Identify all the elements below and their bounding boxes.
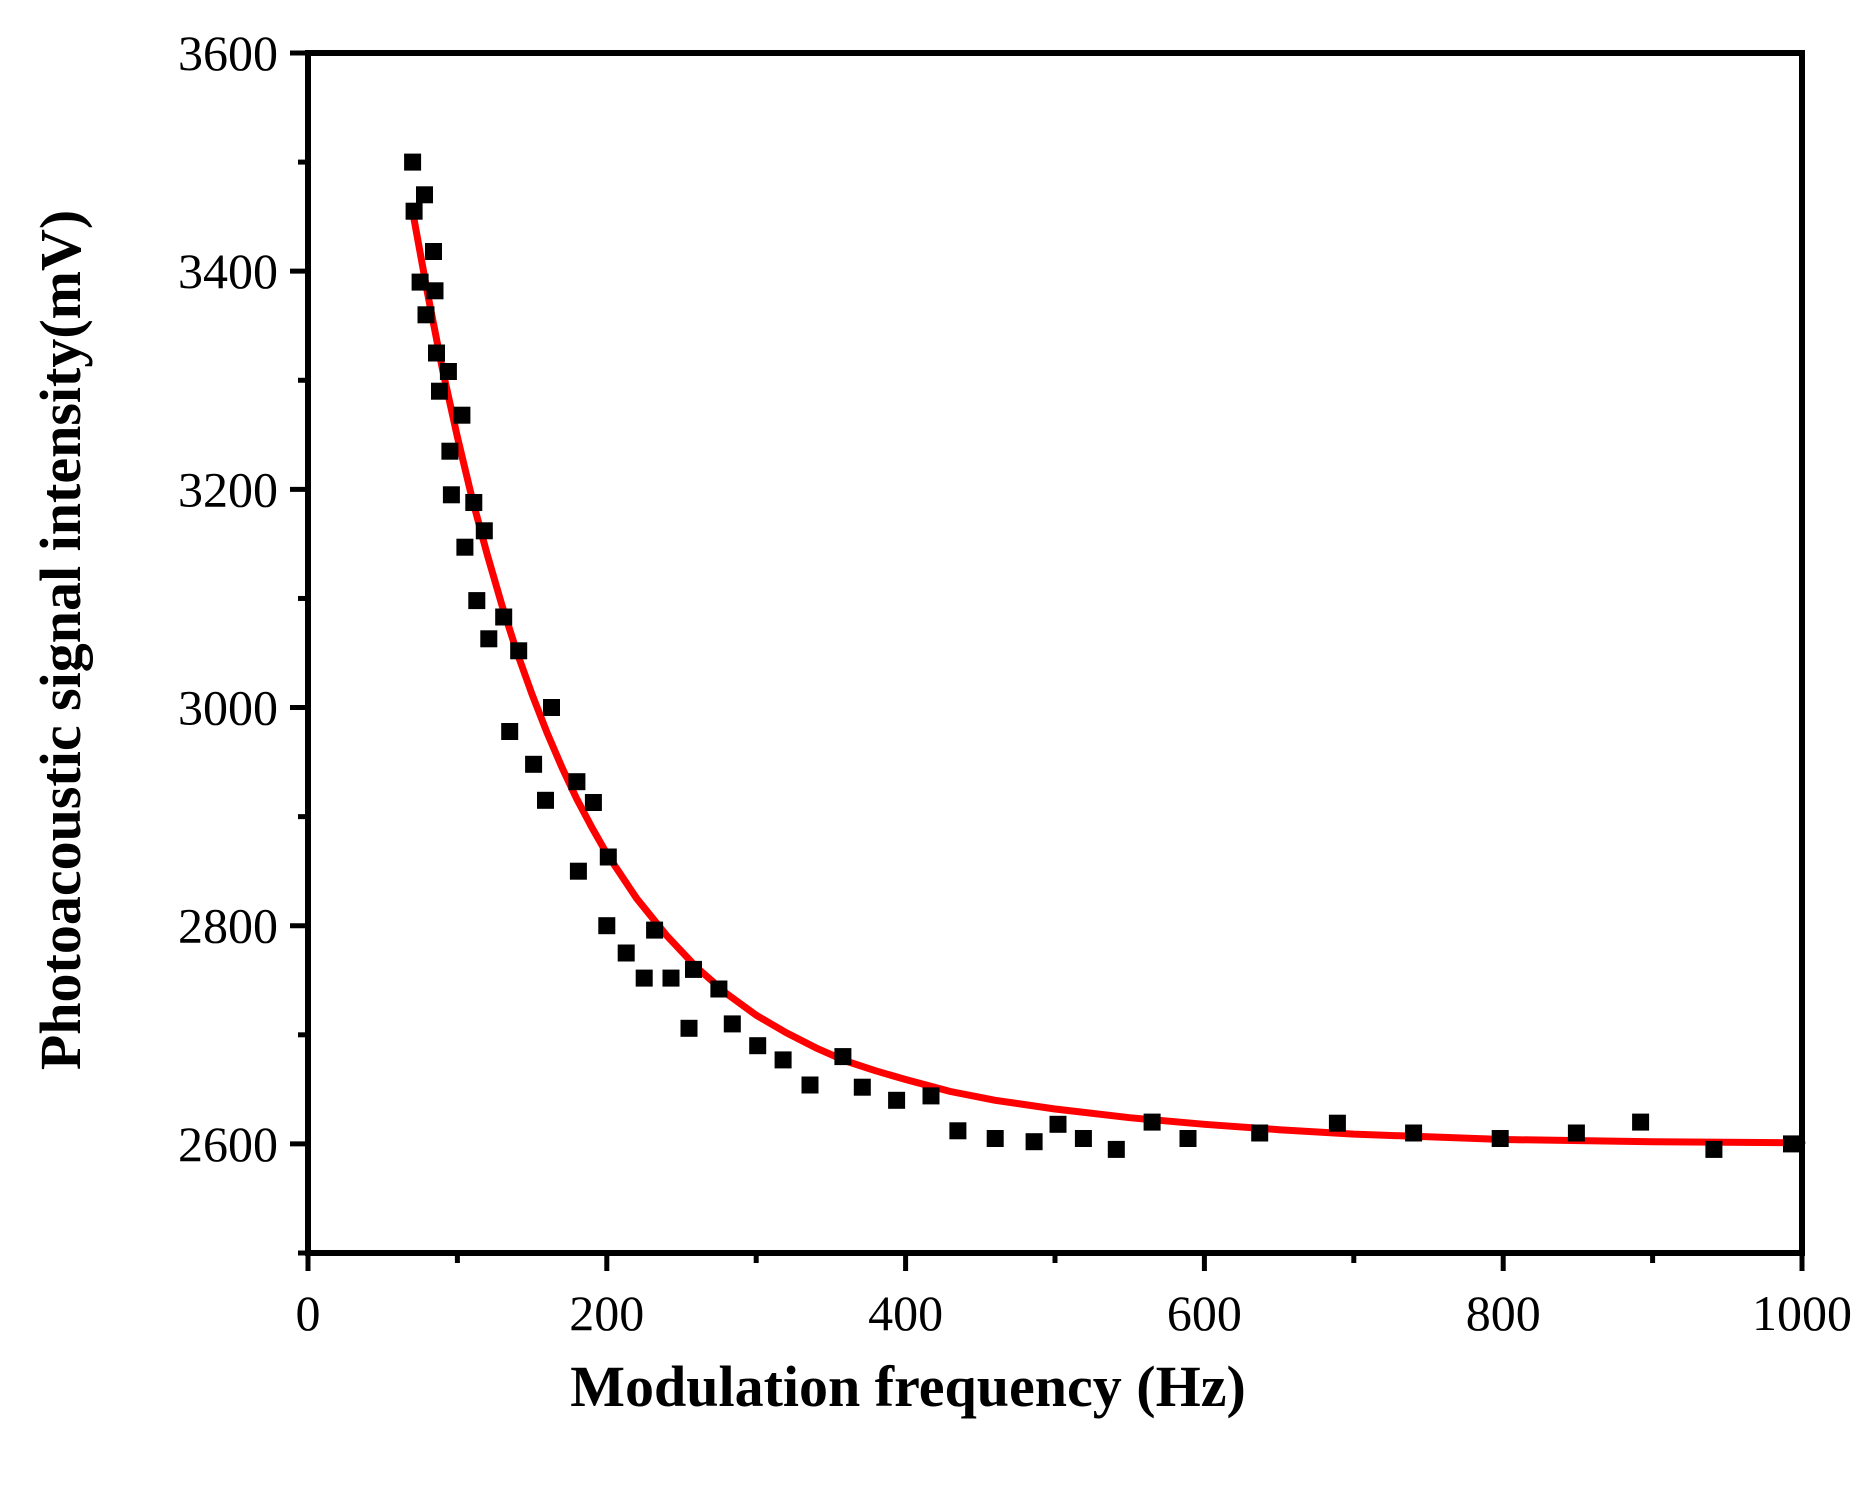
data-point: [888, 1091, 906, 1109]
data-point: [635, 969, 653, 987]
data-point: [525, 755, 543, 773]
data-point: [480, 630, 498, 648]
data-point: [922, 1087, 940, 1105]
data-point: [584, 794, 602, 811]
data-point: [598, 917, 616, 935]
data-point: [599, 848, 617, 866]
data-point: [685, 960, 702, 978]
tick-labels-layer: 0 200 400 600 800 1000 2600 2800 3000 3200 3400 360…: [178, 25, 1852, 1341]
data-point: [543, 699, 560, 716]
data-point: [1179, 1130, 1197, 1147]
fit-curve-layer: [409, 207, 1806, 1147]
data-point: [425, 243, 442, 260]
x-tick-label: 800: [1466, 1285, 1541, 1341]
data-points-layer: [404, 153, 1800, 1158]
data-point: [949, 1122, 967, 1140]
data-point: [801, 1076, 819, 1094]
y-tick-label: 2800: [178, 898, 278, 954]
data-point: [1107, 1140, 1125, 1158]
y-tick-label: 3400: [178, 243, 278, 299]
data-point: [416, 186, 433, 204]
x-tick-label: 200: [569, 1285, 644, 1341]
data-point: [441, 442, 459, 460]
x-tick-label: 600: [1167, 1285, 1242, 1341]
data-point: [1567, 1124, 1585, 1142]
data-point: [1705, 1140, 1723, 1158]
data-point: [774, 1051, 792, 1069]
data-point: [723, 1015, 741, 1033]
data-point: [1143, 1113, 1161, 1131]
data-point: [617, 944, 635, 962]
data-point: [680, 1019, 698, 1037]
data-point: [453, 406, 471, 424]
fit-curve-line: [409, 207, 1806, 1147]
y-tick-label: 3200: [178, 461, 278, 517]
axes-layer: [290, 50, 1805, 1271]
data-point: [834, 1048, 852, 1066]
y-tick-label: 3000: [178, 680, 278, 736]
data-point: [853, 1078, 871, 1096]
data-point: [405, 202, 423, 220]
data-point: [986, 1130, 1004, 1147]
data-point: [1783, 1135, 1800, 1153]
data-point: [710, 980, 728, 998]
data-point: [501, 723, 519, 740]
x-tick-label: 0: [296, 1285, 321, 1341]
data-point: [1491, 1130, 1509, 1147]
x-axis-title: Modulation frequency (Hz): [570, 1354, 1246, 1419]
y-tick-label: 2600: [178, 1116, 278, 1172]
data-point: [428, 344, 445, 362]
data-point: [426, 282, 444, 300]
data-point: [510, 642, 528, 660]
data-point: [475, 522, 493, 540]
data-point: [1328, 1114, 1346, 1132]
data-point: [465, 494, 483, 511]
data-point: [439, 363, 457, 380]
data-point: [456, 538, 474, 556]
data-point: [404, 153, 422, 171]
data-point: [569, 862, 587, 880]
data-point: [495, 608, 513, 626]
y-axis-title: Photoacoustic signal intensity(mV): [28, 210, 93, 1070]
data-point: [537, 791, 554, 809]
x-tick-label: 400: [868, 1285, 943, 1341]
data-point: [1074, 1130, 1092, 1147]
data-point: [442, 486, 460, 504]
data-point: [662, 969, 680, 987]
y-tick-label: 3600: [178, 25, 278, 81]
data-point: [417, 306, 435, 324]
data-point: [749, 1037, 767, 1055]
data-point: [1049, 1115, 1067, 1133]
data-point: [1632, 1113, 1650, 1131]
data-point: [1405, 1124, 1423, 1142]
data-point: [411, 273, 429, 291]
x-tick-label: 1000: [1752, 1285, 1852, 1341]
data-point: [646, 921, 664, 939]
data-point: [431, 382, 448, 400]
plot-frame: [305, 50, 1805, 1256]
data-point: [468, 592, 486, 610]
data-point: [568, 773, 586, 791]
data-point: [1025, 1133, 1043, 1151]
data-point: [1251, 1124, 1269, 1142]
